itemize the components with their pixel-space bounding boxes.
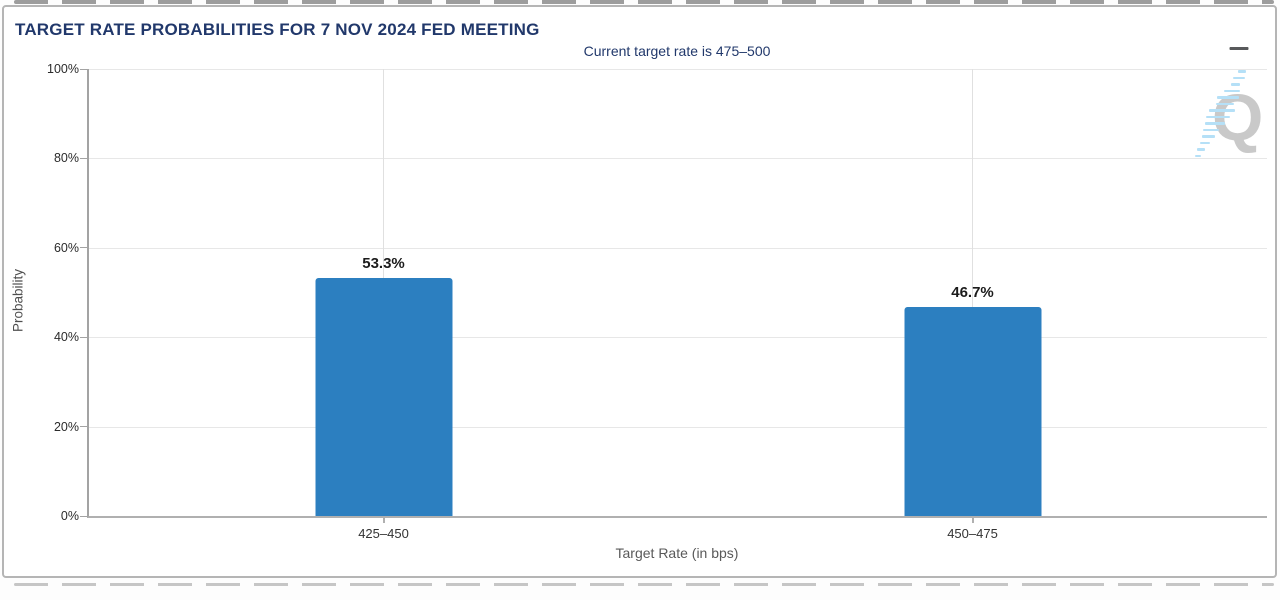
y-tick-label: 20% — [53, 419, 79, 434]
y-tick-label: 0% — [60, 509, 79, 523]
y-axis-title: Probability — [10, 268, 26, 333]
x-tick-label: 425–450 — [358, 526, 409, 541]
background-dashes-top — [14, 0, 1274, 4]
background-dashes-bottom — [14, 583, 1274, 586]
x-axis-title: Target Rate (in bps) — [615, 545, 739, 561]
y-gridline — [89, 426, 1267, 428]
x-tick-mark — [382, 518, 385, 523]
chart-menu-button[interactable] — [1229, 26, 1261, 50]
y-gridline — [89, 69, 1267, 70]
y-gridline — [89, 158, 1267, 160]
bar-value-label: 46.7% — [951, 284, 994, 302]
bar-425-450 — [315, 277, 452, 516]
y-tick-label: 60% — [53, 240, 79, 255]
y-tick-label: 100% — [47, 62, 79, 76]
y-tick-label: 40% — [53, 330, 79, 345]
y-tick-label: 80% — [53, 151, 79, 166]
y-gridline — [89, 337, 1267, 339]
bar-value-label: 53.3% — [362, 254, 405, 272]
bar-450-475 — [904, 307, 1041, 516]
y-tick-mark — [80, 157, 87, 159]
y-tick-mark — [80, 247, 87, 249]
y-gridline — [89, 247, 1267, 249]
category-gridline — [972, 69, 973, 516]
y-tick-mark — [80, 515, 87, 517]
chart-panel: TARGET RATE PROBABILITIES FOR 7 NOV 2024… — [2, 5, 1277, 578]
y-tick-mark — [80, 68, 87, 70]
panel-title: TARGET RATE PROBABILITIES FOR 7 NOV 2024… — [15, 20, 540, 39]
x-tick-mark — [971, 518, 974, 523]
y-tick-mark — [80, 336, 87, 338]
x-tick-label: 450–475 — [947, 526, 998, 541]
y-tick-mark — [80, 426, 87, 428]
chart-subtitle: Current target rate is 475–500 — [583, 43, 771, 59]
plot-area: 100% 80% 60% 40% 20% 0% 53.3% 425–450 46.7% 450–4… — [47, 62, 1267, 541]
